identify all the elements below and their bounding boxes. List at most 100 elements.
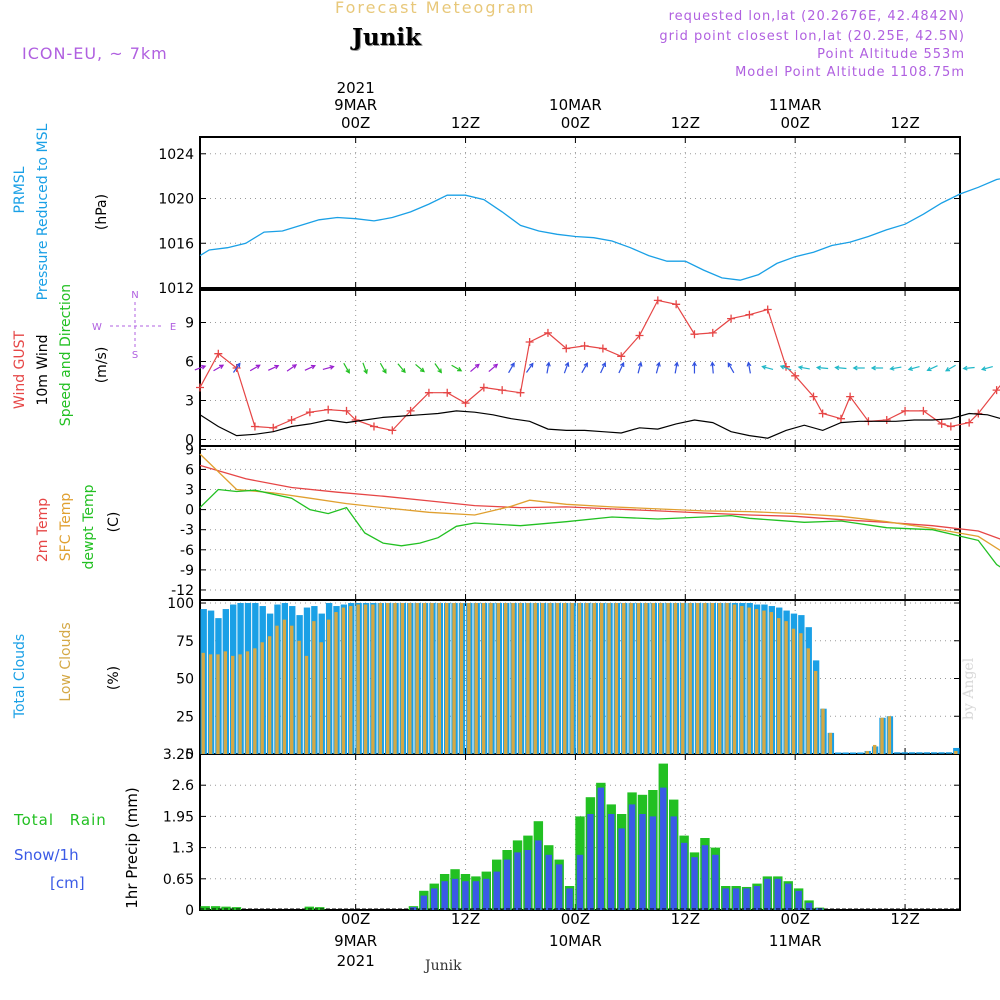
bottom-date-label: 11MAR	[769, 932, 822, 950]
snow-bar	[597, 787, 605, 910]
wind-arrow-head	[274, 364, 280, 370]
low-clouds-bar	[363, 604, 368, 754]
low-clouds-bar	[422, 603, 427, 754]
gust-marker	[324, 405, 333, 414]
gust-marker	[388, 426, 397, 435]
low-clouds-bar	[806, 648, 810, 754]
snow-bar	[722, 888, 729, 910]
precip-ylabel: 1hr Precip (mm)	[123, 787, 141, 908]
wind-arrow	[908, 365, 920, 371]
low-clouds-bar	[526, 603, 530, 754]
low-clouds-bar	[253, 648, 257, 754]
location-title: Junik	[352, 24, 421, 51]
wind-speed-line	[199, 410, 1000, 439]
y-tick-label: 0	[185, 747, 194, 763]
snow-bar	[649, 816, 657, 910]
snow-bar	[639, 814, 646, 910]
wind-arrow-head	[292, 364, 298, 369]
temp-sfc-line	[199, 453, 1000, 552]
snow-bar	[753, 886, 761, 910]
wind-arrow-head	[310, 364, 316, 370]
wind-arrow	[711, 362, 714, 374]
low-clouds-bar	[607, 603, 611, 754]
wind-arrow	[798, 366, 810, 370]
y-tick-label: 50	[176, 672, 194, 688]
gust-marker	[818, 409, 827, 418]
low-clouds-bar	[703, 603, 707, 754]
low-clouds-bar	[238, 654, 242, 754]
wind-arrow	[727, 362, 735, 374]
top-date-label: 10MAR	[549, 96, 602, 114]
low-clouds-bar	[636, 603, 641, 754]
wind-arrow	[945, 364, 956, 372]
wind-arrow-head	[564, 361, 570, 367]
top-time-label: 12Z	[671, 114, 700, 132]
model-altitude: Model Point Altitude 1108.75m	[735, 65, 965, 80]
gust-marker	[965, 418, 974, 427]
snow-bar	[576, 854, 584, 910]
wind-ylabel-unit: (m/s)	[94, 347, 110, 384]
snow-bar	[680, 842, 688, 910]
gust-marker	[745, 310, 754, 319]
low-clouds-bar	[334, 612, 338, 754]
low-clouds-bar	[592, 603, 596, 754]
low-clouds-bar	[400, 603, 405, 754]
bottom-date-label: 9MAR	[334, 932, 377, 950]
wind-arrow	[194, 365, 206, 371]
snow-bar	[587, 814, 594, 910]
top-time-label: 00Z	[341, 114, 370, 132]
low-clouds-bar	[282, 619, 287, 754]
snow-bar	[691, 857, 698, 910]
gust-marker	[305, 408, 314, 417]
wind-arrow-head	[944, 367, 951, 372]
gust-marker	[809, 392, 818, 401]
low-clouds-bar	[658, 603, 663, 754]
low-clouds-bar	[533, 603, 537, 754]
bottom-time-label: 00Z	[780, 910, 809, 928]
y-tick-label: 1.95	[163, 809, 194, 825]
low-clouds-bar	[880, 717, 884, 754]
low-clouds-bar	[585, 603, 589, 754]
top-time-label: 12Z	[451, 114, 480, 132]
y-tick-label: 25	[176, 709, 194, 725]
wind-arrow-head	[510, 362, 515, 368]
snow-bar	[493, 871, 500, 910]
snow-bar	[451, 878, 459, 910]
gust-marker	[992, 386, 1000, 395]
snow-bar	[743, 888, 750, 910]
wind-arrow-head	[545, 361, 551, 367]
wind-arrow-head	[852, 365, 858, 371]
snow-bar	[514, 852, 521, 910]
low-clouds-bar	[459, 603, 464, 754]
low-clouds-bar	[511, 603, 515, 754]
wind-arrow	[379, 362, 387, 374]
wind-arrow	[268, 365, 279, 371]
wind-arrow-head	[656, 361, 661, 367]
wind-arrow-head	[583, 362, 588, 368]
wind-arrow-head	[255, 364, 261, 369]
y-tick-label: 1.3	[172, 841, 194, 857]
y-tick-label: 9	[185, 316, 194, 332]
y-tick-label: 100	[167, 596, 194, 612]
gust-marker	[269, 423, 278, 432]
snow-bar	[795, 890, 802, 910]
y-tick-label: 1016	[158, 236, 194, 252]
low-clouds-bar	[740, 606, 744, 754]
total-clouds-bar	[842, 752, 849, 754]
snow-label: Snow/1h	[14, 846, 79, 864]
low-clouds-bar	[555, 603, 560, 754]
gust-marker	[479, 383, 488, 392]
y-tick-label: -3	[180, 523, 194, 539]
y-tick-label: 1020	[158, 192, 194, 208]
wind-arrow-head	[235, 362, 241, 368]
low-clouds-bar	[415, 603, 419, 754]
wind-arrow	[674, 362, 678, 374]
total-clouds-ylabel: Total Clouds	[12, 634, 28, 719]
wind-arrow-head	[692, 361, 697, 367]
snow-bar	[441, 881, 448, 910]
wind-arrow-head	[474, 363, 480, 369]
rain-bar	[210, 906, 221, 910]
low-clouds-bar	[231, 655, 235, 754]
low-clouds-bar	[371, 604, 375, 754]
